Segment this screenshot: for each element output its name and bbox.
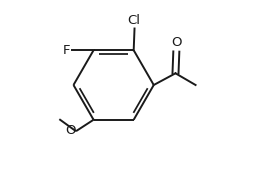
Text: O: O <box>66 124 76 137</box>
Text: Cl: Cl <box>127 14 140 27</box>
Text: F: F <box>63 44 70 57</box>
Text: O: O <box>171 36 182 49</box>
